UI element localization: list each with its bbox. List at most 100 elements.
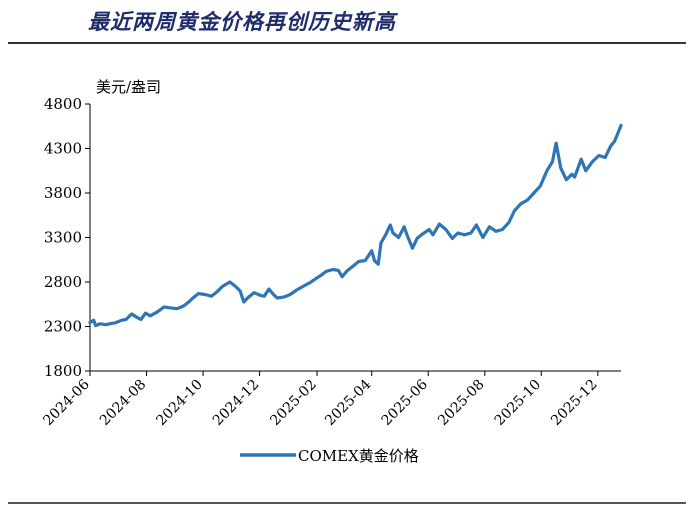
- legend-label: COMEX黄金价格: [298, 447, 419, 465]
- data-point: [325, 270, 328, 273]
- data-point: [262, 294, 266, 298]
- data-point: [308, 281, 311, 285]
- data-point: [139, 318, 143, 321]
- data-point: [391, 231, 395, 235]
- data-point: [389, 223, 392, 227]
- y-tick-label: 2800: [44, 273, 82, 291]
- data-point: [613, 140, 616, 143]
- data-point: [337, 269, 340, 272]
- data-point: [301, 285, 305, 288]
- x-tick-label: 2025-10: [492, 377, 544, 429]
- data-point: [234, 285, 237, 288]
- data-point: [210, 294, 213, 298]
- data-point: [488, 225, 491, 229]
- data-point: [609, 144, 613, 148]
- x-tick-label: 2024-10: [153, 377, 205, 429]
- data-point: [415, 237, 419, 240]
- data-point: [197, 292, 200, 295]
- data-point: [238, 289, 242, 293]
- data-point: [551, 160, 554, 164]
- data-point: [565, 178, 568, 181]
- x-tick-label: 2025-06: [379, 376, 432, 429]
- data-point: [340, 275, 344, 279]
- data-point: [405, 233, 409, 237]
- data-point: [104, 323, 108, 327]
- series-line-comex-gold: [88, 123, 623, 328]
- data-point: [481, 236, 485, 239]
- data-point: [175, 307, 179, 311]
- y-tick-label: 2300: [44, 318, 82, 336]
- data-point: [451, 237, 454, 240]
- data-point: [221, 285, 224, 288]
- data-point: [363, 259, 367, 262]
- data-point: [379, 241, 383, 245]
- x-tick-label: 2025-02: [267, 377, 319, 429]
- data-point: [267, 287, 271, 291]
- data-point: [246, 296, 249, 300]
- data-point: [144, 311, 147, 315]
- data-point: [88, 321, 92, 324]
- data-point: [469, 231, 473, 235]
- data-point: [242, 300, 246, 304]
- data-point: [526, 198, 529, 202]
- data-point: [532, 191, 536, 195]
- data-point: [130, 312, 133, 316]
- data-point: [427, 228, 431, 231]
- data-point: [507, 221, 511, 224]
- data-point: [98, 322, 102, 326]
- data-point: [411, 246, 414, 250]
- data-point: [162, 305, 166, 309]
- data-point: [92, 319, 95, 322]
- data-point: [373, 259, 376, 262]
- data-point: [402, 225, 406, 229]
- data-point: [203, 293, 207, 296]
- data-point: [148, 314, 152, 318]
- data-point: [155, 311, 158, 314]
- data-point: [110, 322, 113, 325]
- data-point: [559, 166, 563, 170]
- data-point: [113, 321, 117, 325]
- data-point: [421, 232, 425, 236]
- data-point: [215, 290, 219, 294]
- data-point: [513, 209, 516, 213]
- data-point: [168, 306, 171, 310]
- data-point: [584, 169, 588, 173]
- bottom-divider: [8, 502, 686, 504]
- data-point: [475, 223, 478, 227]
- series-layer: [88, 123, 623, 328]
- data-point: [320, 273, 324, 277]
- x-axis: 2024-06 2024-08 2024-10 2024-12 2025-02 2025-…: [40, 370, 621, 429]
- x-tick-label: 2024-06: [40, 376, 93, 429]
- data-point: [295, 288, 299, 292]
- legend: COMEX黄金价格: [240, 447, 419, 465]
- data-point: [182, 304, 185, 308]
- data-point: [120, 319, 123, 322]
- data-point: [603, 156, 607, 159]
- data-point: [288, 293, 292, 296]
- y-tick-label: 3300: [44, 229, 82, 247]
- y-axis: 1800 2300 2800 3300 3800 4300 4800: [44, 95, 91, 380]
- data-point: [619, 124, 623, 127]
- data-point: [191, 296, 195, 300]
- data-point: [282, 295, 286, 299]
- data-point: [431, 233, 435, 237]
- data-point: [570, 173, 574, 176]
- data-point: [314, 277, 318, 280]
- x-tick-label: 2025-04: [322, 376, 375, 429]
- data-point: [539, 184, 542, 188]
- data-point: [591, 160, 594, 164]
- data-point: [579, 157, 583, 161]
- data-point: [275, 296, 279, 300]
- data-point: [545, 169, 549, 173]
- y-tick-label: 4300: [44, 140, 82, 158]
- y-tick-label: 1800: [44, 362, 82, 380]
- data-point: [357, 260, 361, 263]
- x-tick-label: 2024-12: [210, 377, 262, 429]
- y-tick-label: 3800: [44, 184, 82, 202]
- data-point: [376, 262, 380, 266]
- data-point: [519, 202, 523, 205]
- data-point: [384, 233, 387, 237]
- data-point: [463, 233, 466, 237]
- top-divider: [8, 42, 686, 44]
